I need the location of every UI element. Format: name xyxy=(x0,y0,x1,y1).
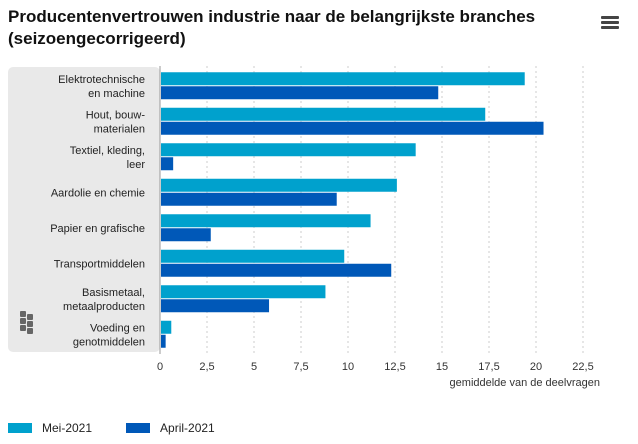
bar[interactable] xyxy=(161,107,486,121)
category-label: Papier en grafische xyxy=(50,223,145,235)
hamburger-menu-icon[interactable] xyxy=(601,16,619,30)
x-tick-label: 12,5 xyxy=(384,361,405,373)
legend-label-mei: Mei-2021 xyxy=(42,421,93,435)
x-tick-label: 10 xyxy=(342,361,354,373)
bar[interactable] xyxy=(161,86,439,100)
bar[interactable] xyxy=(161,214,371,228)
bar[interactable] xyxy=(161,178,397,192)
chart-title: Producentenvertrouwen industrie naar de … xyxy=(8,7,536,48)
category-label: Transportmiddelen xyxy=(54,258,145,270)
bar[interactable] xyxy=(161,157,174,171)
legend-label-april: April-2021 xyxy=(160,421,215,435)
bar[interactable] xyxy=(161,249,345,263)
bars xyxy=(161,72,544,348)
legend-item-mei[interactable]: Mei-2021 xyxy=(8,421,92,435)
x-tick-label: 15 xyxy=(436,361,448,373)
x-axis-label: gemiddelde van de deelvragen xyxy=(450,377,600,389)
bar[interactable] xyxy=(161,228,211,242)
category-label-panel xyxy=(8,67,160,352)
x-tick-label: 20 xyxy=(530,361,542,373)
bar[interactable] xyxy=(161,72,525,86)
bar[interactable] xyxy=(161,263,392,277)
category-label: Voeding en genotmiddelen xyxy=(73,322,145,348)
x-tick-label: 17,5 xyxy=(478,361,499,373)
gridlines xyxy=(159,66,584,354)
x-tick-label: 5 xyxy=(251,361,257,373)
bar[interactable] xyxy=(161,285,326,299)
legend-swatch-mei xyxy=(8,423,32,433)
category-label: Hout, bouw-materialen xyxy=(86,109,146,135)
category-label: Elektrotechnische en machine xyxy=(58,74,145,100)
legend: Mei-2021 April-2021 xyxy=(8,418,249,438)
category-label: Textiel, kleding, leer xyxy=(70,145,146,171)
category-label: Basismetaal, metaalproducten xyxy=(63,287,145,313)
bar[interactable] xyxy=(161,192,337,206)
bar[interactable] xyxy=(161,334,166,348)
x-tick-label: 2,5 xyxy=(199,361,214,373)
bar[interactable] xyxy=(161,299,270,313)
category-labels: Elektrotechnische en machine Hout, bouw-ma… xyxy=(50,74,145,349)
bar[interactable] xyxy=(161,121,544,135)
bar[interactable] xyxy=(161,320,172,334)
category-label: Aardolie en chemie xyxy=(51,187,145,199)
cbs-logo-icon xyxy=(20,311,33,334)
x-tick-label: 22,5 xyxy=(572,361,593,373)
bar[interactable] xyxy=(161,143,416,157)
legend-item-april[interactable]: April-2021 xyxy=(126,421,215,435)
x-tick-labels: 0 2,5 5 7,5 10 12,5 15 17,5 20 22,5 xyxy=(157,361,594,373)
x-tick-label: 0 xyxy=(157,361,163,373)
legend-swatch-april xyxy=(126,423,151,433)
x-tick-label: 7,5 xyxy=(293,361,308,373)
